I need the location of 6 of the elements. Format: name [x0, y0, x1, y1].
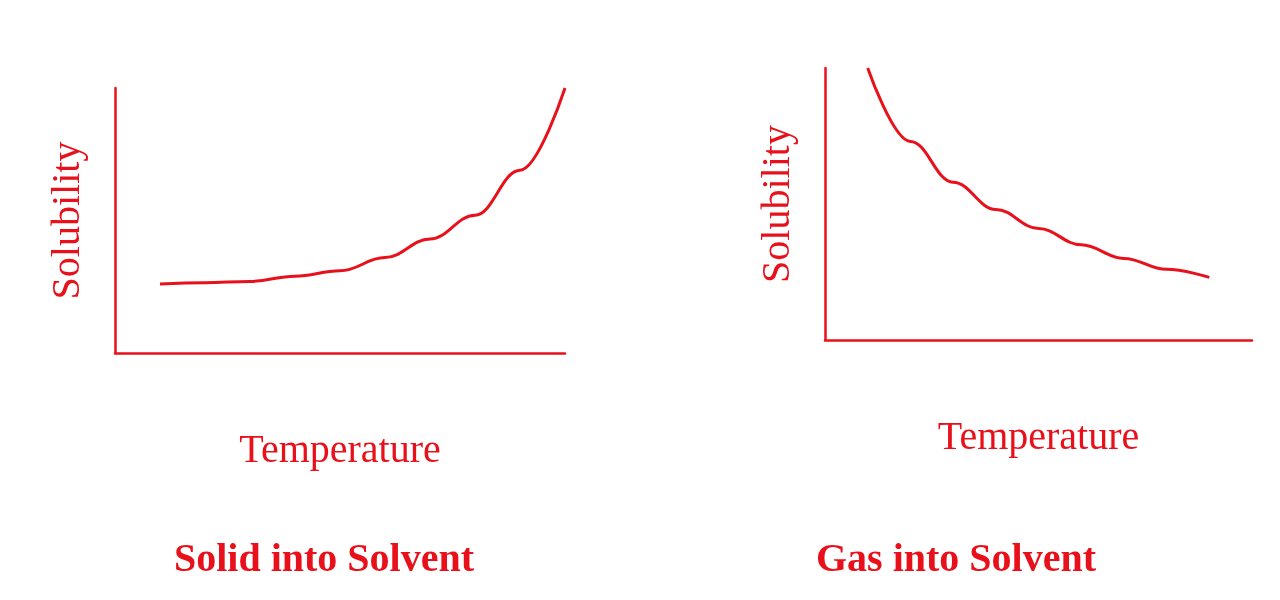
y-axis-title: Solubility [42, 141, 88, 300]
text: Solid into Solvent [173, 534, 475, 580]
text: Gas into Solvent [815, 534, 1097, 580]
y-axis-title: Solubility [752, 125, 798, 283]
x-axis-title: Temperature [239, 425, 441, 471]
x-axis-title: Temperature [937, 412, 1140, 458]
